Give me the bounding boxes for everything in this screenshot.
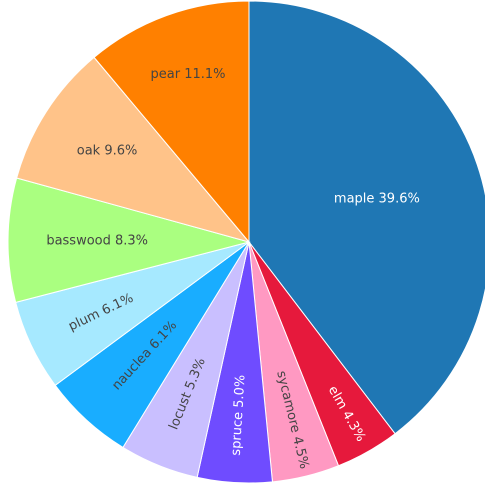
pie-label-basswood: basswood 8.3% [46, 233, 148, 248]
pie-slice-pear [93, 0, 250, 244]
pie-slices [7, 0, 485, 484]
pie-slice-oak [16, 56, 251, 243]
pie-slice-maple [248, 0, 485, 435]
pie-label-pear: pear 11.1% [151, 67, 226, 82]
pie-slice-basswood [7, 177, 251, 303]
pie-label-spruce: spruce 5.0% [229, 374, 249, 456]
pie-label-oak: oak 9.6% [77, 143, 138, 158]
pie-label-maple: maple 39.6% [334, 191, 420, 206]
